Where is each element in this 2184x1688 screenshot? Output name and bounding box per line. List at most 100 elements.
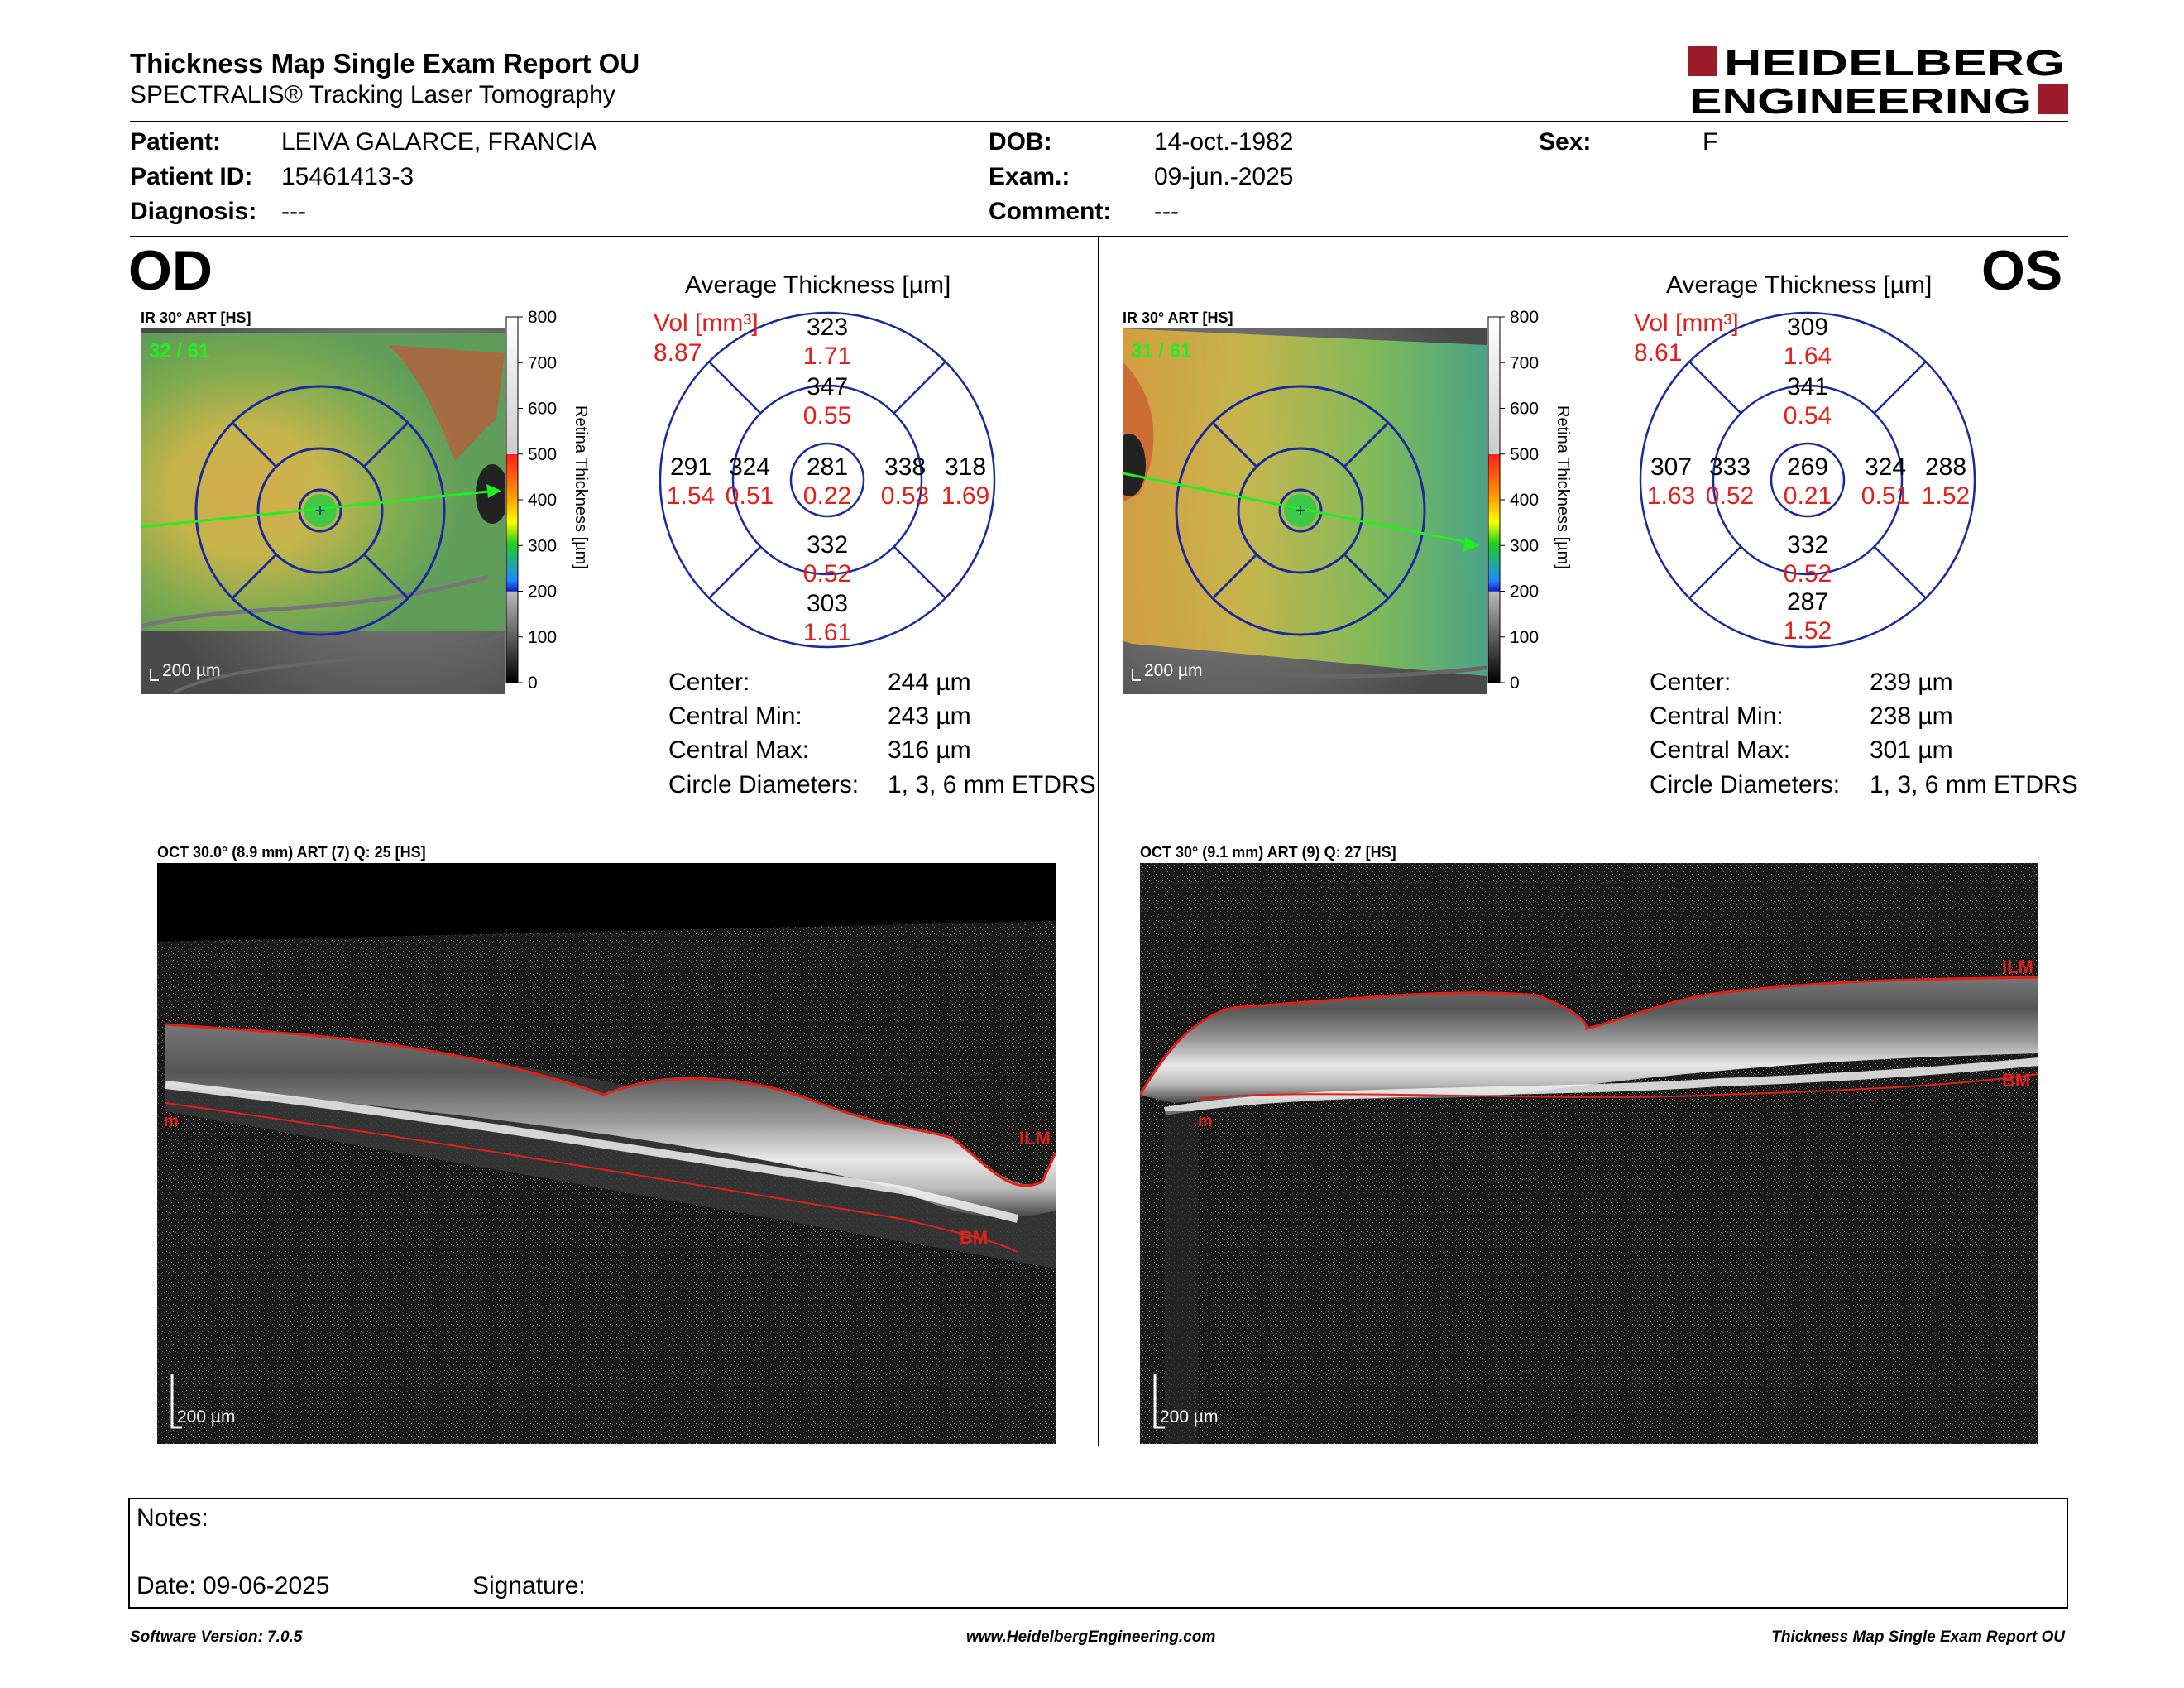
od-ir-label: IR 30° ART [HS] — [141, 309, 251, 326]
os-vol-label: Vol [mm³] — [1634, 309, 1739, 337]
od-ir-scale: 200 µm — [162, 661, 220, 680]
os-oct-label: OCT 30° (9.1 mm) ART (9) Q: 27 [HS] — [1140, 844, 1396, 861]
od-center-value: 244 µm — [888, 669, 971, 696]
os-vol-value: 8.61 — [1634, 339, 1682, 367]
od-colorbar-tick-label: 200 — [528, 583, 557, 602]
od-fundus-image: + 32 / 61 200 µm — [140, 328, 509, 694]
od-colorbar-title: Retina Thickness [µm] — [572, 405, 590, 569]
od-inner-inf: 332 — [807, 531, 848, 559]
os-diam-value: 1, 3, 6 mm ETDRS — [1870, 771, 2078, 798]
os-inner-inf: 332 — [1787, 531, 1828, 559]
od-outer-nas-vol: 1.69 — [941, 482, 989, 510]
patient-name: LEIVA GALARCE, FRANCIA — [281, 128, 597, 156]
os-colorbar-tick-label: 400 — [1510, 491, 1539, 510]
comment-value: --- — [1154, 198, 1179, 225]
od-center-label: Center: — [668, 669, 750, 696]
os-ir-scale: 200 µm — [1144, 661, 1202, 680]
sex-label: Sex: — [1539, 128, 1592, 156]
od-eye-label: OD — [128, 239, 213, 302]
od-inner-temp-vol: 0.51 — [726, 482, 774, 510]
os-outer-sup: 309 — [1787, 314, 1828, 341]
footer-report: Thickness Map Single Exam Report OU — [1771, 1628, 2065, 1646]
dob-label: DOB: — [989, 128, 1052, 156]
os-colorbar-tick-label: 500 — [1510, 445, 1539, 464]
od-inner-nas-vol: 0.53 — [881, 482, 929, 510]
od-inner-inf-vol: 0.52 — [803, 560, 851, 587]
report-subtitle: SPECTRALIS® Tracking Laser Tomography — [130, 81, 615, 108]
os-outer-inf: 287 — [1787, 588, 1828, 616]
od-outer-nas: 318 — [945, 453, 986, 481]
os-diam-label: Circle Diameters: — [1650, 771, 1841, 798]
od-colorbar-tick-label: 500 — [528, 445, 557, 464]
exam-label: Exam.: — [989, 163, 1070, 190]
os-oct-ilm: ILM — [2002, 957, 2033, 977]
report-title: Thickness Map Single Exam Report OU — [130, 48, 640, 79]
od-oct-bm: BM — [960, 1227, 988, 1248]
od-colorbar-tick-label: 700 — [528, 353, 557, 372]
od-diam-value: 1, 3, 6 mm ETDRS — [888, 771, 1096, 798]
patient-id: 15461413-3 — [281, 163, 414, 190]
od-inner-temp: 324 — [729, 453, 770, 481]
patient-id-label: Patient ID: — [130, 163, 253, 190]
od-outer-inf: 303 — [807, 590, 848, 617]
od-max-value: 316 µm — [888, 736, 971, 764]
od-colorbar-tick-label: 0 — [528, 674, 538, 693]
od-oct-ilm: ILM — [1019, 1128, 1051, 1149]
sex-value: F — [1703, 128, 1718, 156]
footer-website[interactable]: www.HeidelbergEngineering.com — [966, 1628, 1216, 1646]
os-center-value: 239 µm — [1870, 669, 1953, 696]
patient-label: Patient: — [130, 128, 222, 156]
od-center-vol: 0.22 — [803, 482, 851, 510]
os-inner-sup: 341 — [1787, 373, 1828, 400]
os-colorbar: 800 700 600 500 400 300 200 100 0 Retina Thickne… — [1487, 306, 1578, 695]
notes-box[interactable]: Notes: Date: 09-06-2025 Signature: — [128, 1498, 2068, 1609]
os-ir-label: IR 30° ART [HS] — [1123, 309, 1233, 326]
heidelberg-logo: HEIDELBERG ENGINEERING — [1688, 43, 2068, 122]
od-outer-sup: 323 — [807, 314, 848, 341]
os-outer-inf-vol: 1.52 — [1784, 617, 1832, 645]
signature-label: Signature: — [472, 1572, 586, 1599]
od-thickness-grid: Vol [mm³] 8.87 323 1.71 347 0.55 291 1.5… — [645, 308, 1018, 655]
os-eye-label: OS — [1981, 239, 2063, 302]
od-vol-label: Vol [mm³] — [654, 309, 759, 337]
os-inner-temp-vol: 0.52 — [1706, 482, 1754, 510]
os-center-label: Center: — [1650, 669, 1731, 696]
od-inner-sup-vol: 0.55 — [803, 402, 851, 429]
od-inner-sup: 347 — [807, 373, 848, 400]
os-outer-nas: 288 — [1925, 453, 1966, 481]
od-inner-nas: 338 — [884, 453, 926, 481]
os-thickness-grid: Vol [mm³] 8.61 309 1.64 341 0.54 307 1.6… — [1626, 308, 1998, 655]
os-outer-nas-vol: 1.52 — [1922, 482, 1970, 510]
svg-text:+: + — [315, 500, 326, 520]
od-colorbar: 800 700 600 500 400 300 200 100 0 Retina Thickne… — [505, 306, 596, 695]
os-inner-inf-vol: 0.52 — [1784, 560, 1832, 587]
logo-text-bottom: ENGINEERING — [1689, 81, 2032, 117]
os-center-vol: 0.21 — [1784, 482, 1832, 510]
os-outer-temp: 307 — [1650, 453, 1692, 481]
od-oct-label: OCT 30.0° (8.9 mm) ART (7) Q: 25 [HS] — [157, 844, 426, 861]
os-fundus-image: + 31 / 61 200 µm — [1113, 328, 1487, 694]
logo-text-top: HEIDELBERG — [1724, 43, 2065, 84]
od-outer-sup-vol: 1.71 — [803, 343, 851, 370]
od-vol-value: 8.87 — [654, 339, 702, 367]
os-max-value: 301 µm — [1870, 736, 1953, 764]
os-colorbar-tick-label: 800 — [1510, 308, 1539, 327]
od-oct-scale: 200 µm — [177, 1407, 235, 1427]
od-diam-label: Circle Diameters: — [668, 771, 860, 798]
dob-value: 14-oct.-1982 — [1154, 128, 1294, 156]
od-colorbar-tick-label: 800 — [528, 308, 557, 327]
od-outer-inf-vol: 1.61 — [803, 619, 851, 646]
os-colorbar-tick-label: 700 — [1510, 353, 1539, 372]
os-colorbar-tick-label: 600 — [1510, 400, 1539, 419]
os-oct-m: m — [1198, 1112, 1213, 1130]
os-inner-sup-vol: 0.54 — [1784, 402, 1832, 429]
os-avg-title: Average Thickness [µm] — [1666, 271, 1933, 299]
od-colorbar-tick-label: 400 — [528, 491, 557, 510]
os-oct-bm: BM — [2002, 1070, 2030, 1091]
od-avg-title: Average Thickness [µm] — [685, 271, 951, 299]
od-colorbar-tick-label: 100 — [528, 628, 557, 647]
os-colorbar-tick-label: 100 — [1510, 628, 1539, 647]
od-center: 281 — [807, 453, 848, 481]
os-colorbar-title: Retina Thickness [µm] — [1554, 405, 1572, 569]
os-colorbar-tick-label: 300 — [1510, 536, 1539, 555]
